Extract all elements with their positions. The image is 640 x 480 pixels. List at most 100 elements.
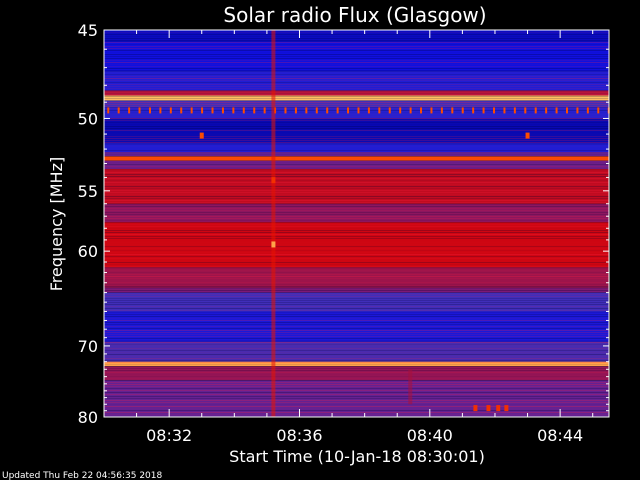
texture-row [104, 160, 609, 161]
band-3 [104, 90, 609, 96]
band-11 [104, 160, 609, 170]
texture-row [104, 104, 609, 105]
dashed-spike-2 [128, 107, 131, 114]
dashed-spike-14 [253, 107, 256, 114]
dashed-spike-24 [357, 107, 360, 114]
texture-row [104, 240, 609, 241]
texture-row [104, 396, 609, 397]
texture-row [104, 36, 609, 37]
dashed-spike-21 [326, 107, 329, 114]
burst-spot-9 [504, 405, 509, 412]
texture-row [104, 338, 609, 339]
texture-row [104, 400, 609, 401]
texture-row [104, 208, 609, 209]
texture-row [104, 300, 609, 301]
y-tick-label-0: 45 [78, 21, 98, 40]
texture-row [104, 228, 609, 229]
dashed-spike-41 [534, 107, 537, 114]
texture-row [104, 372, 609, 373]
texture-row [104, 116, 609, 117]
texture-row [104, 316, 609, 317]
texture-row [104, 66, 609, 67]
texture-row [104, 230, 609, 231]
texture-row [104, 70, 609, 71]
texture-row [104, 374, 609, 375]
band-2 [104, 71, 609, 91]
dashed-spike-31 [430, 107, 433, 114]
y-tick-label-1: 50 [78, 109, 98, 128]
texture-row [104, 74, 609, 75]
texture-row [104, 294, 609, 295]
texture-row [104, 184, 609, 185]
texture-row [104, 192, 609, 193]
x-tick-label-3: 08:44 [537, 426, 583, 445]
texture-row [104, 120, 609, 121]
dashed-spike-20 [315, 107, 318, 114]
band-14 [104, 222, 609, 268]
texture-row [104, 340, 609, 341]
texture-row [104, 210, 609, 211]
texture-row [104, 306, 609, 307]
dashed-spike-8 [190, 107, 193, 114]
texture-row [104, 48, 609, 49]
texture-row [104, 370, 609, 371]
texture-row [104, 72, 609, 73]
texture-row [104, 354, 609, 355]
band-17 [104, 292, 609, 312]
band-0 [104, 30, 609, 42]
vertical-burst-0 [271, 30, 276, 417]
texture-row [104, 158, 609, 159]
texture-row [104, 384, 609, 385]
texture-row [104, 180, 609, 181]
texture-row [104, 226, 609, 227]
dashed-spike-12 [232, 107, 235, 114]
texture-row [104, 118, 609, 119]
texture-row [104, 142, 609, 143]
texture-row [104, 386, 609, 387]
texture-row [104, 194, 609, 195]
dashed-spike-36 [482, 107, 485, 114]
texture-row [104, 100, 609, 101]
texture-row [104, 270, 609, 271]
texture-row [104, 76, 609, 77]
texture-row [104, 224, 609, 225]
texture-row [104, 388, 609, 389]
texture-row [104, 312, 609, 313]
dashed-spike-6 [169, 107, 172, 114]
band-8 [104, 143, 609, 153]
texture-row [104, 232, 609, 233]
burst-spot-1 [271, 177, 276, 184]
texture-row [104, 406, 609, 407]
texture-row [104, 408, 609, 409]
texture-row [104, 378, 609, 379]
texture-row [104, 110, 609, 111]
texture-row [104, 342, 609, 343]
texture-row [104, 106, 609, 107]
band-19 [104, 341, 609, 362]
texture-row [104, 216, 609, 217]
texture-row [104, 134, 609, 135]
band-22 [104, 380, 609, 417]
band-15 [104, 267, 609, 288]
texture-row [104, 274, 609, 275]
y-tick-label-5: 80 [78, 408, 98, 427]
dashed-spike-23 [347, 107, 350, 114]
dashed-spike-15 [263, 107, 266, 114]
texture-row [104, 278, 609, 279]
texture-row [104, 186, 609, 187]
texture-row [104, 60, 609, 61]
texture-row [104, 390, 609, 391]
texture-row [104, 236, 609, 237]
band-16 [104, 287, 609, 293]
band-13 [104, 203, 609, 223]
texture-row [104, 214, 609, 215]
y-tick-label-2: 55 [78, 182, 98, 201]
dashed-spike-1 [117, 107, 120, 114]
texture-row [104, 362, 609, 363]
texture-row [104, 54, 609, 55]
texture-row [104, 84, 609, 85]
texture-row [104, 154, 609, 155]
texture-row [104, 254, 609, 255]
texture-row [104, 34, 609, 35]
